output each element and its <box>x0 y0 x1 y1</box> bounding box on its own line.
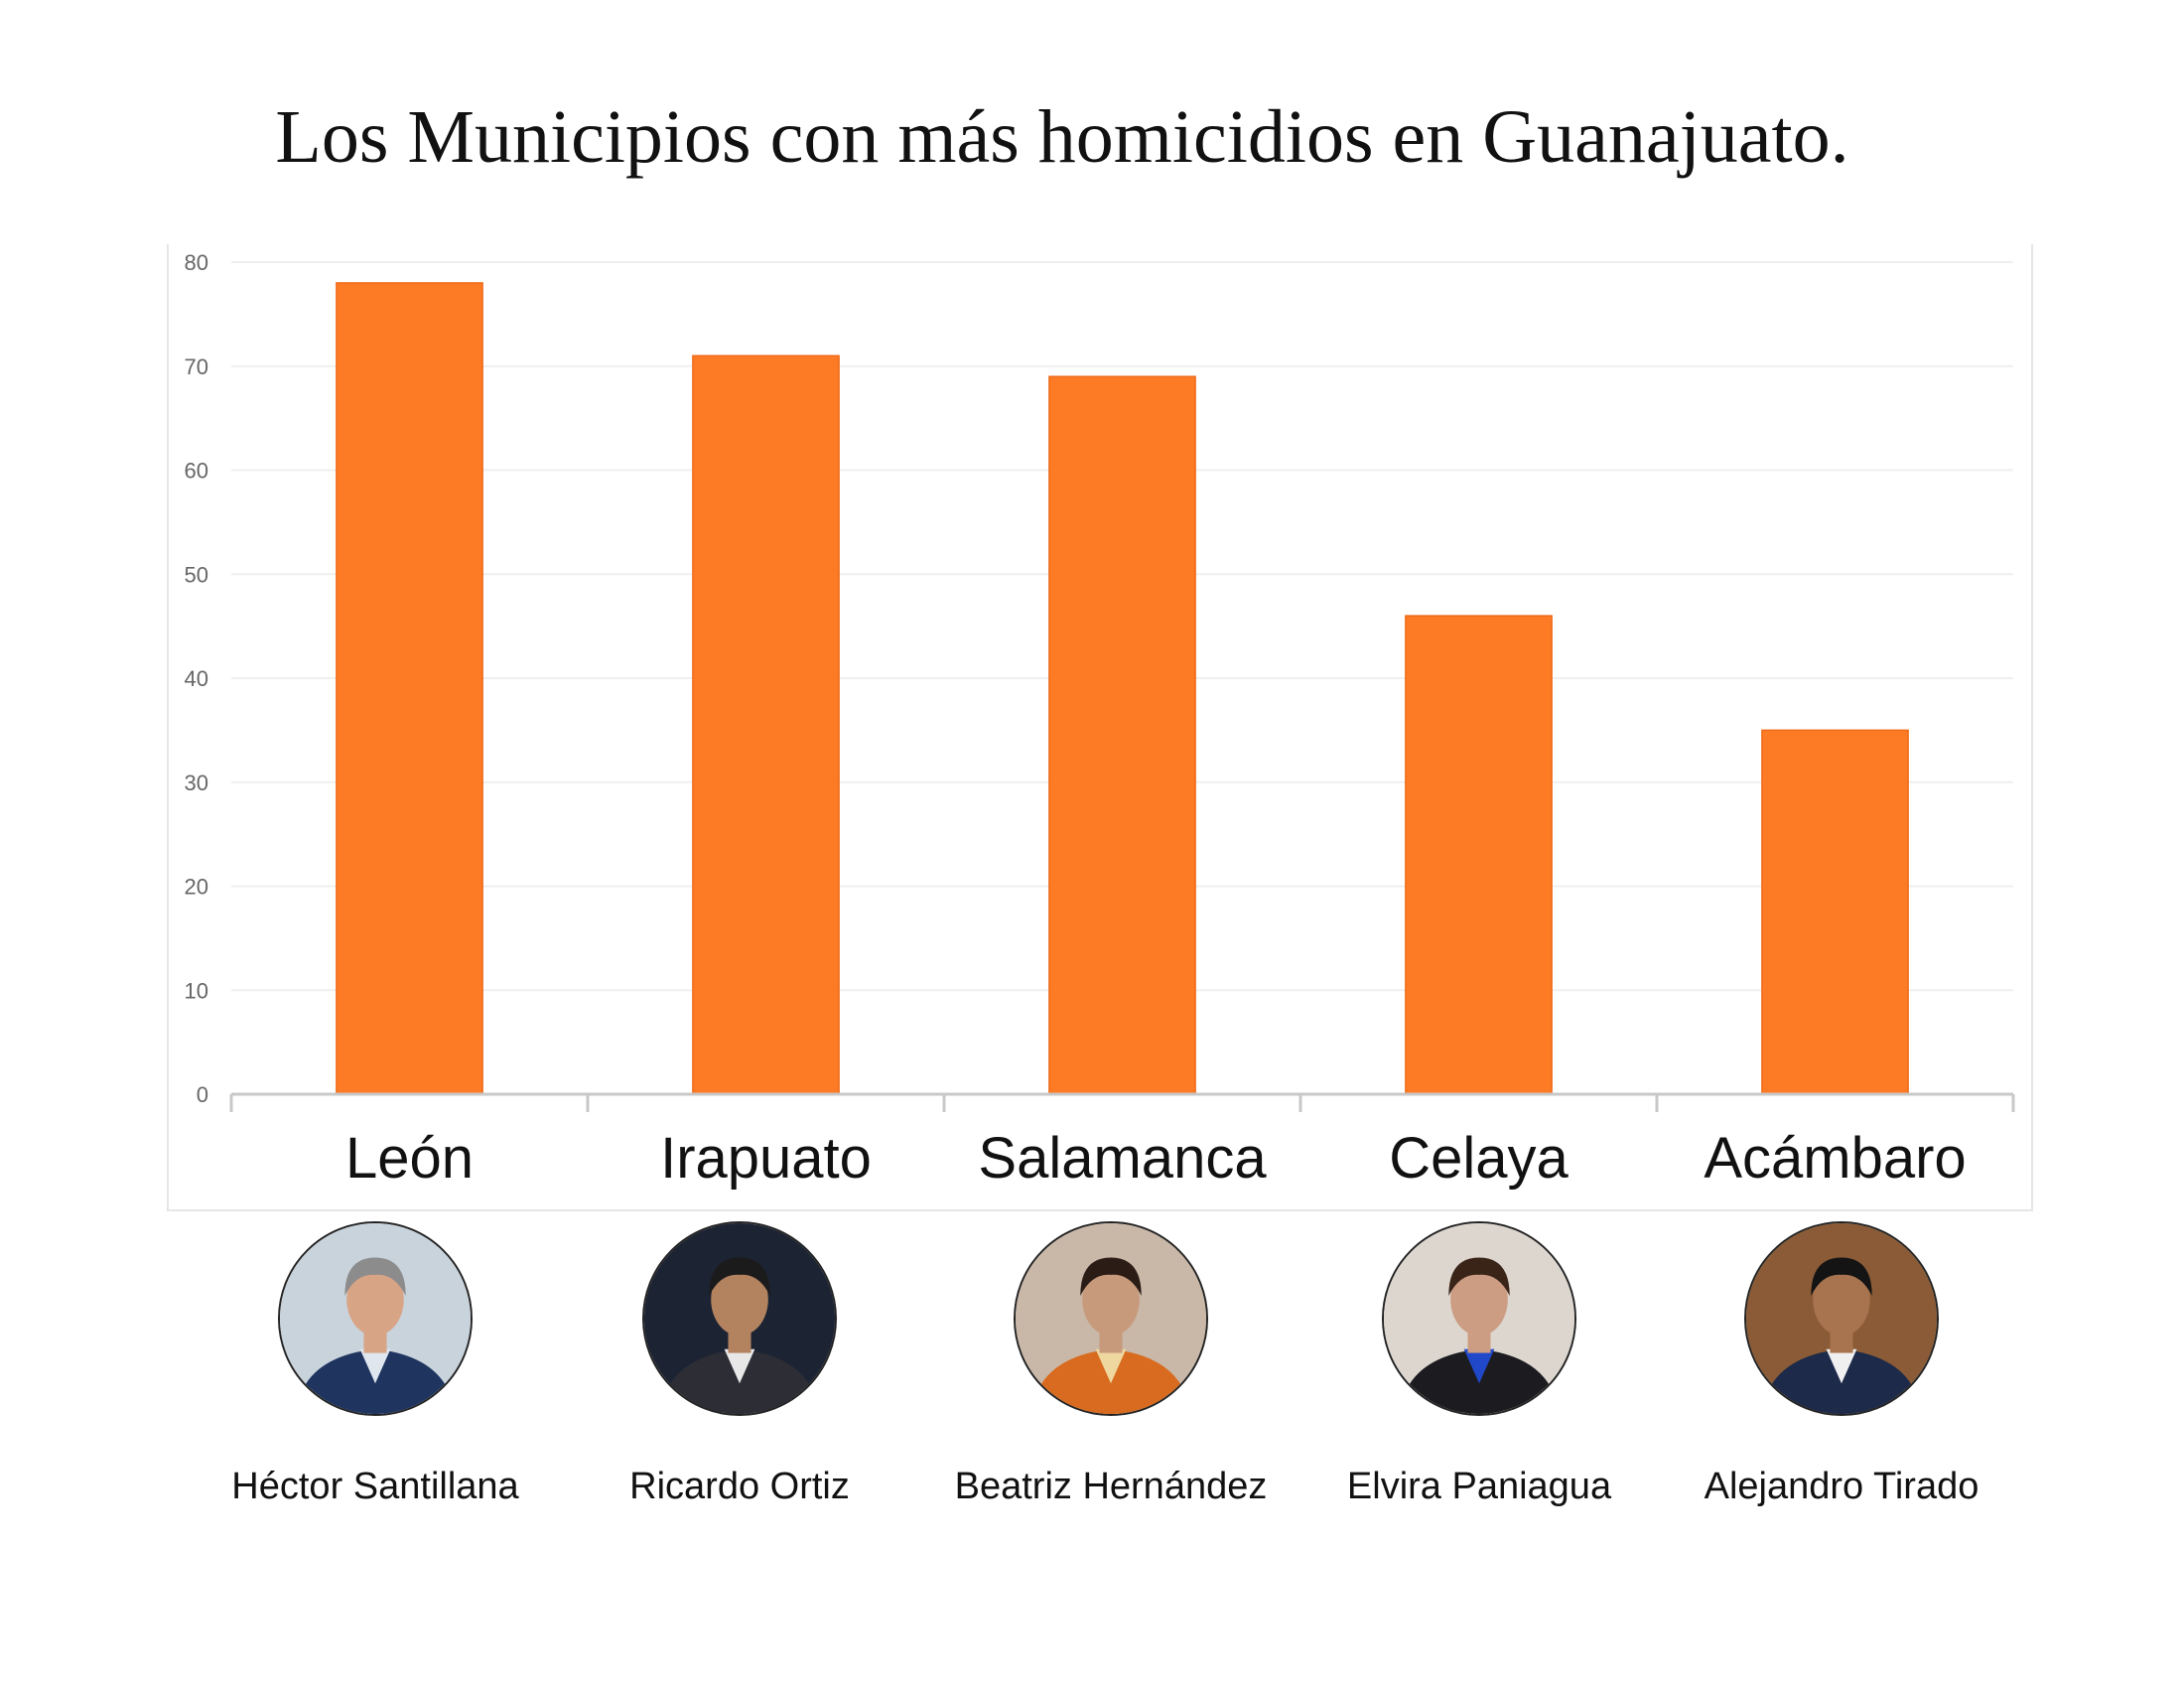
y-tick-label: 30 <box>185 771 208 795</box>
y-tick-label: 20 <box>185 875 208 900</box>
avatar <box>1744 1221 1939 1416</box>
x-category-label: Irapuato <box>660 1126 872 1191</box>
portrait-head <box>711 1263 768 1336</box>
person-card: Héctor Santillana <box>197 1221 554 1508</box>
y-tick-label: 60 <box>185 459 208 484</box>
people-row: Héctor Santillana Ricardo Ortiz Beatriz … <box>0 1221 2184 1539</box>
bar-acámbaro <box>1761 729 1909 1095</box>
person-name: Alejandro Tirado <box>1704 1466 1979 1507</box>
y-tick-label: 80 <box>185 250 208 275</box>
bar-chart: Enero - Febrero01020304050607080LeónIrap… <box>185 250 2015 1191</box>
bar-celaya <box>1405 615 1553 1095</box>
person-name: Ricardo Ortiz <box>629 1466 850 1507</box>
avatar <box>1014 1221 1208 1416</box>
portrait-head <box>1082 1263 1140 1336</box>
portrait-head <box>1450 1263 1508 1336</box>
y-tick-label: 0 <box>197 1082 208 1107</box>
portrait-head <box>1813 1263 1870 1336</box>
bar-león <box>336 282 483 1095</box>
portrait-shirt <box>1463 1348 1495 1384</box>
portrait-hair <box>709 1257 770 1296</box>
person-card: Beatriz Hernández <box>932 1221 1290 1508</box>
y-tick-label: 70 <box>185 354 208 379</box>
person-card: Ricardo Ortiz <box>561 1221 918 1508</box>
x-category-label: Salamanca <box>978 1126 1267 1191</box>
bar-irapuato <box>692 354 840 1095</box>
avatar <box>1382 1221 1576 1416</box>
portrait-shirt <box>1095 1348 1127 1384</box>
avatar <box>278 1221 473 1416</box>
y-tick-label: 40 <box>185 666 208 691</box>
portrait-hair <box>1811 1257 1872 1296</box>
x-category-label: Acámbaro <box>1704 1126 1966 1191</box>
person-name: Héctor Santillana <box>231 1466 519 1507</box>
y-tick-label: 50 <box>185 562 208 587</box>
portrait-hair <box>1448 1257 1510 1296</box>
avatar <box>642 1221 837 1416</box>
portrait-hair <box>1080 1257 1142 1296</box>
person-card: Alejandro Tirado <box>1663 1221 2020 1508</box>
y-tick-label: 10 <box>185 978 208 1003</box>
portrait-shirt <box>724 1348 755 1384</box>
chart-area: Enero - Febrero01020304050607080LeónIrap… <box>167 244 2033 1211</box>
person-name: Elvira Paniagua <box>1346 1466 1612 1507</box>
portrait-shirt <box>1826 1348 1857 1384</box>
x-category-label: León <box>345 1126 474 1191</box>
person-name: Beatriz Hernández <box>954 1466 1268 1507</box>
x-category-label: Celaya <box>1389 1126 1569 1191</box>
bar-salamanca <box>1048 375 1196 1095</box>
portrait-shirt <box>359 1348 391 1384</box>
portrait-head <box>346 1263 404 1336</box>
chart-title: Los Municipios con más homicidios en Gua… <box>275 95 1849 179</box>
person-card: Elvira Paniagua <box>1300 1221 1658 1508</box>
portrait-hair <box>344 1257 406 1296</box>
